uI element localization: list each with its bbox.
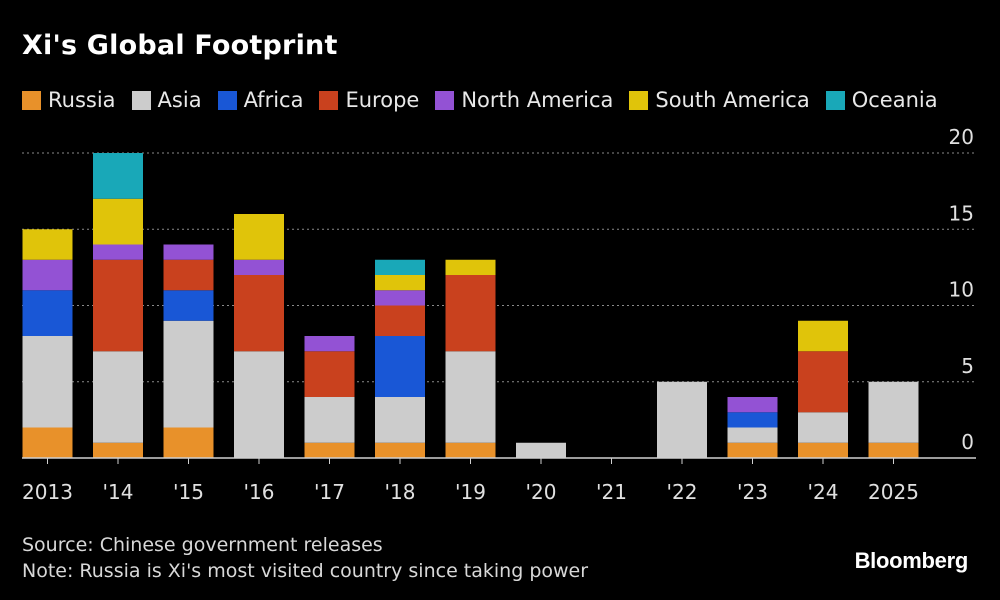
bar-oceania-14: [93, 153, 143, 199]
bar-russia-15: [163, 427, 214, 458]
bar-russia-2013: [22, 427, 73, 458]
bar-south-america-19: [445, 259, 496, 275]
bar-asia-17: [304, 397, 355, 443]
x-tick-label: '15: [173, 480, 204, 504]
legend-item-north-america: North America: [435, 88, 613, 112]
bar-russia-17: [304, 442, 355, 458]
bar-russia-19: [445, 442, 496, 458]
x-tick-label: '23: [737, 480, 768, 504]
legend-swatch-asia: [131, 90, 151, 110]
legend-label-oceania: Oceania: [851, 88, 938, 112]
bar-europe-17: [304, 351, 355, 397]
bar-north-america-14: [93, 244, 143, 260]
legend-label-europe: Europe: [345, 88, 420, 112]
bar-asia-2013: [22, 336, 73, 428]
legend-item-africa: Africa: [217, 88, 304, 112]
legend-label-russia: Russia: [48, 88, 116, 112]
bar-europe-16: [234, 275, 284, 352]
x-tick-label: '22: [667, 480, 698, 504]
legend-item-south-america: South America: [629, 88, 810, 112]
bar-south-america-16: [234, 214, 284, 260]
x-tick-label: '17: [314, 480, 345, 504]
bar-north-america-23: [727, 397, 778, 413]
legend-item-russia: Russia: [22, 88, 116, 112]
x-tick-label: '19: [455, 480, 486, 504]
legend-swatch-russia: [22, 90, 41, 110]
y-tick-label: 0: [961, 430, 974, 454]
x-tick-label: '21: [596, 480, 627, 504]
bar-oceania-18: [375, 259, 425, 275]
legend-swatch-oceania: [825, 90, 845, 110]
bar-asia-22: [657, 381, 707, 458]
bar-asia-14: [93, 351, 143, 443]
legend-label-north-america: North America: [461, 88, 614, 112]
bar-asia-23: [727, 427, 778, 443]
legend-swatch-north-america: [435, 90, 455, 110]
bar-north-america-15: [163, 244, 214, 260]
bar-africa-23: [727, 412, 778, 428]
legend-swatch-africa: [217, 90, 237, 110]
bar-south-america-2013: [22, 229, 73, 260]
legend-item-europe: Europe: [319, 88, 419, 112]
bar-north-america-17: [304, 336, 355, 352]
bar-russia-18: [375, 442, 425, 458]
bar-south-america-18: [375, 275, 425, 291]
stacked-bar-chart: 0 5 10 15 20 2013 '14 '15 '16 '17 '18 '19 '20 '21 '22 '…: [22, 125, 976, 504]
bar-europe-19: [445, 275, 496, 352]
bar-africa-15: [163, 290, 214, 321]
x-tick-label: 2025: [868, 480, 919, 504]
bar-russia-23: [727, 442, 778, 458]
bar-north-america-18: [375, 290, 425, 306]
y-tick-label: 10: [949, 278, 974, 302]
bar-north-america-2013: [22, 259, 73, 291]
source-note: Source: Chinese government releases: [22, 534, 383, 556]
bar-europe-14: [93, 259, 143, 352]
legend-label-africa: Africa: [243, 88, 304, 112]
legend-item-oceania: Oceania: [825, 88, 938, 112]
chart-legend: Russia Asia Africa Europe North America South…: [22, 86, 954, 114]
bar-europe-15: [163, 259, 214, 291]
bar-africa-2013: [22, 290, 73, 336]
bar-asia-18: [375, 397, 425, 443]
chart-title: Xi's Global Footprint: [22, 30, 338, 61]
bar-asia-2025: [868, 381, 919, 443]
bar-russia-2025: [868, 442, 919, 458]
x-tick-label: '16: [244, 480, 275, 504]
chart-footer: Source: Chinese government releases Note…: [22, 532, 588, 584]
x-tick-label: '18: [385, 480, 416, 504]
bar-europe-18: [375, 305, 425, 336]
bar-russia-14: [93, 442, 143, 458]
bar-asia-16: [234, 351, 284, 458]
x-tick-label: '24: [808, 480, 839, 504]
legend-label-asia: Asia: [157, 88, 202, 112]
bloomberg-logo: Bloomberg: [854, 548, 969, 573]
bar-europe-24: [798, 351, 848, 413]
y-tick-label: 5: [961, 354, 974, 378]
legend-swatch-europe: [319, 90, 339, 110]
bar-africa-18: [375, 336, 425, 397]
x-tick-label: 2013: [22, 480, 73, 504]
x-tick-label: '20: [526, 480, 557, 504]
x-tick-label: '14: [103, 480, 134, 504]
legend-label-south-america: South America: [655, 88, 810, 112]
bar-asia-15: [163, 320, 214, 428]
y-tick-label: 20: [949, 125, 974, 149]
y-tick-label: 15: [949, 201, 974, 225]
bar-russia-24: [798, 442, 848, 458]
legend-swatch-south-america: [629, 90, 649, 110]
bar-north-america-16: [234, 259, 284, 275]
bar-asia-20: [516, 442, 566, 458]
bar-south-america-24: [798, 320, 848, 352]
bar-south-america-14: [93, 198, 143, 245]
footnote: Note: Russia is Xi's most visited countr…: [22, 560, 589, 582]
legend-item-asia: Asia: [131, 88, 202, 112]
bar-asia-19: [445, 351, 496, 443]
bar-asia-24: [798, 412, 848, 443]
